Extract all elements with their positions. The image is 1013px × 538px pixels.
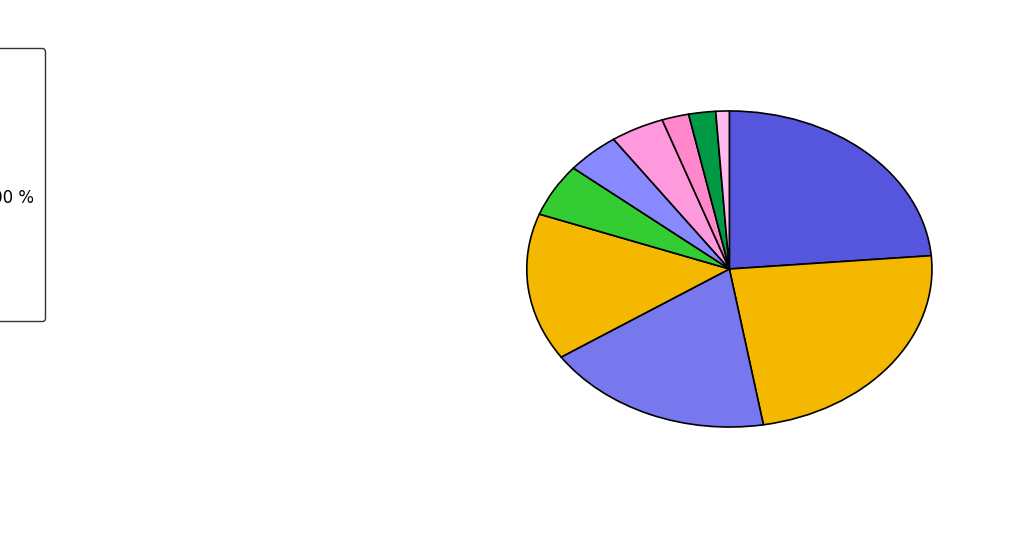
Wedge shape	[561, 269, 764, 427]
Legend: large_intestine - 22.00 %, lung - 22.00 %, endometrium - 17.00 %, breast - 14.00: large_intestine - 22.00 %, lung - 22.00 …	[0, 48, 46, 321]
Wedge shape	[663, 114, 729, 269]
Wedge shape	[715, 111, 729, 269]
Wedge shape	[729, 256, 932, 425]
Wedge shape	[573, 139, 729, 269]
Wedge shape	[689, 111, 729, 269]
Wedge shape	[729, 111, 931, 269]
Wedge shape	[539, 168, 729, 269]
Wedge shape	[527, 214, 729, 357]
Wedge shape	[614, 120, 729, 269]
